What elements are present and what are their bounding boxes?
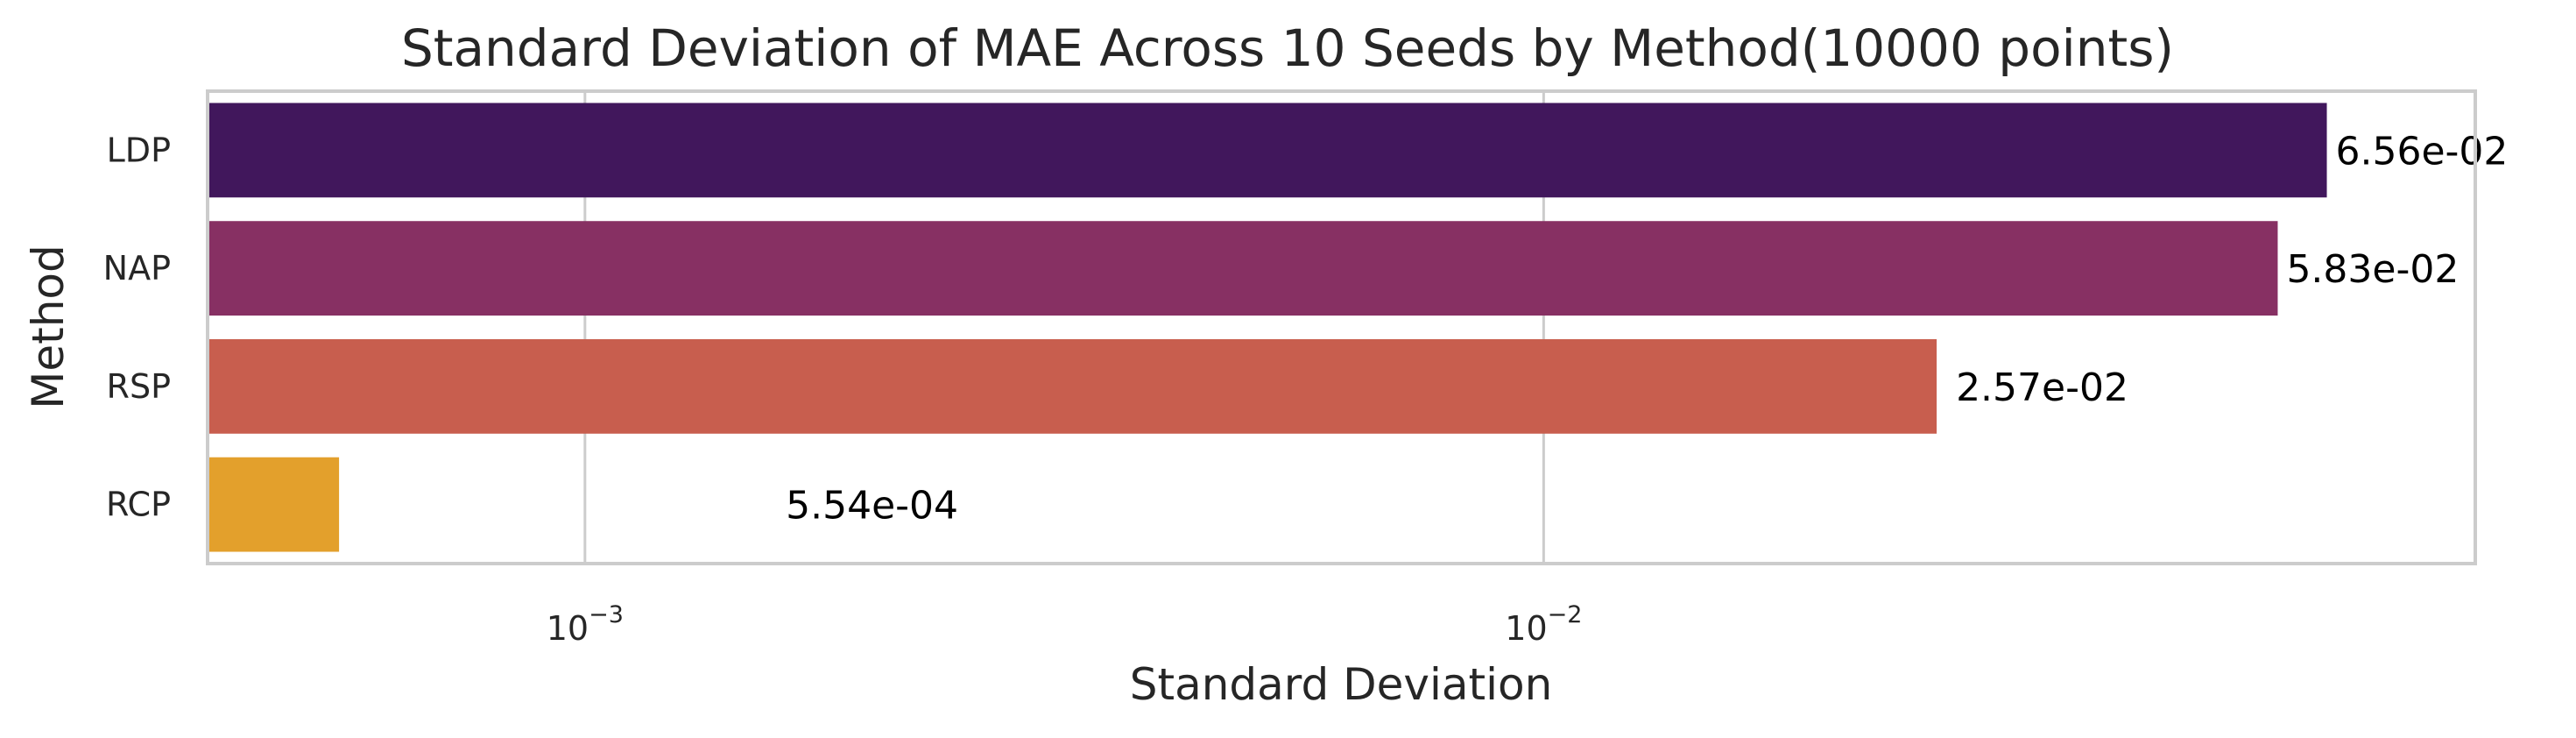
x-tick-labels: 10−3 10−2 xyxy=(547,601,1583,648)
bar-nap xyxy=(208,221,2278,316)
y-tick-label: RSP xyxy=(107,367,171,406)
y-axis-label: Method xyxy=(23,245,74,409)
x-tick-label: 10−3 xyxy=(547,601,624,648)
data-label: 6.56e-02 xyxy=(2336,129,2509,174)
bars xyxy=(208,103,2327,552)
bar-rcp xyxy=(208,457,340,552)
data-label: 2.57e-02 xyxy=(1956,365,2128,410)
bar-rsp xyxy=(208,338,1937,434)
data-labels: 6.56e-02 5.83e-02 2.57e-02 5.54e-04 xyxy=(786,129,2508,528)
y-tick-labels: LDP NAP RSP RCP xyxy=(103,131,171,523)
chart-title: Standard Deviation of MAE Across 10 Seed… xyxy=(401,18,2174,78)
data-label: 5.54e-04 xyxy=(786,484,958,529)
x-tick-label: 10−2 xyxy=(1505,601,1582,648)
y-tick-label: NAP xyxy=(103,249,171,287)
y-tick-label: LDP xyxy=(107,131,171,169)
plot-frame xyxy=(206,89,2477,565)
bar-ldp xyxy=(208,103,2327,198)
y-tick-label: RCP xyxy=(106,486,171,524)
x-axis-label: Standard Deviation xyxy=(1130,659,1553,710)
data-label: 5.83e-02 xyxy=(2286,247,2459,292)
